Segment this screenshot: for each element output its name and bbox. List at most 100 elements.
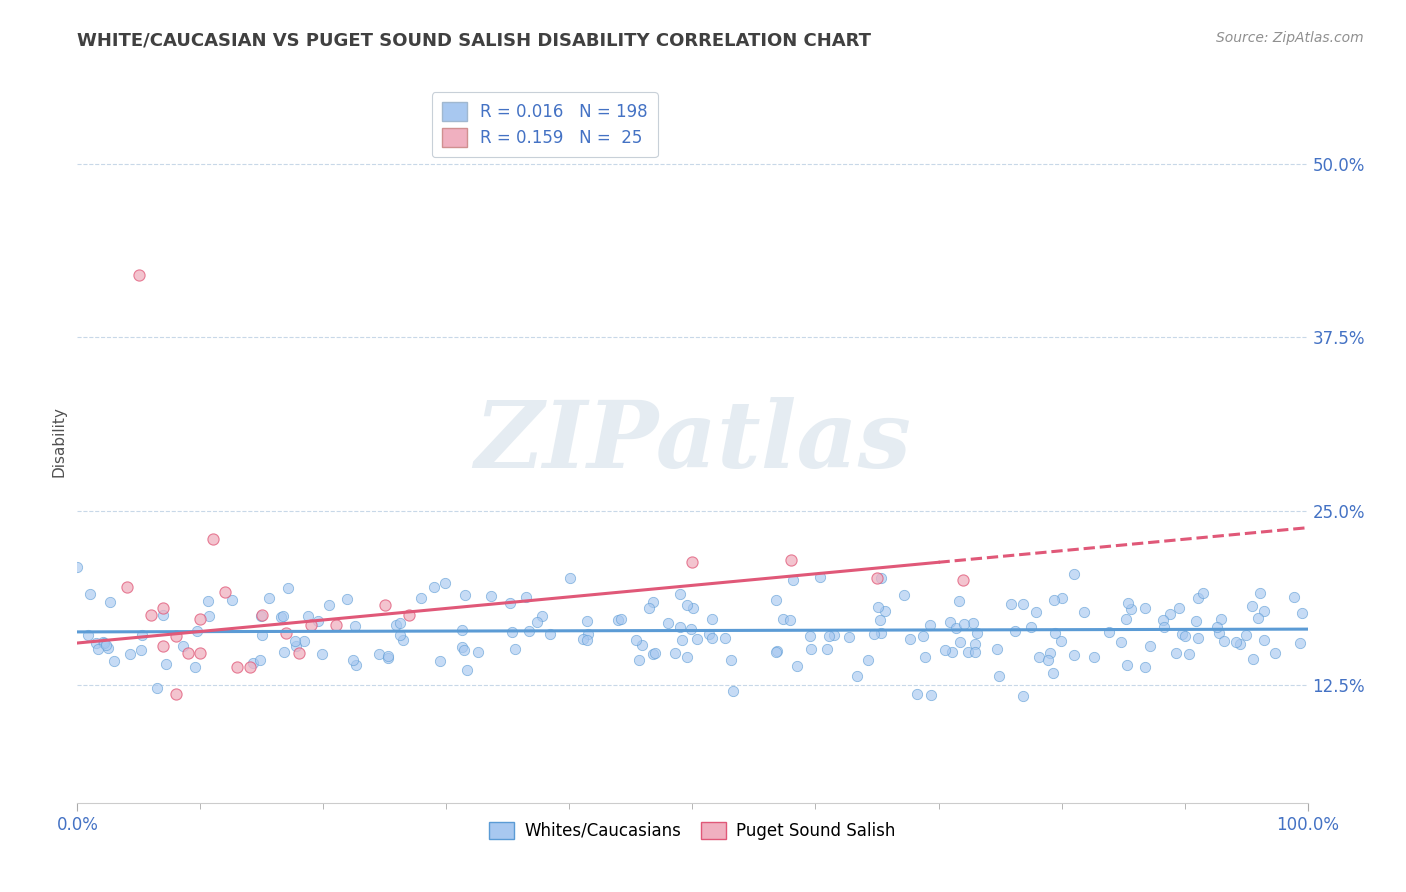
Point bbox=[538, 627, 561, 641]
Point bbox=[128, 268, 150, 282]
Point bbox=[530, 608, 553, 623]
Point bbox=[1291, 606, 1313, 620]
Point bbox=[786, 658, 808, 673]
Point bbox=[862, 627, 884, 641]
Point bbox=[869, 613, 891, 627]
Point bbox=[184, 660, 207, 674]
Point bbox=[1098, 625, 1121, 640]
Point bbox=[1050, 591, 1073, 605]
Point bbox=[1025, 605, 1047, 619]
Point bbox=[866, 599, 889, 614]
Y-axis label: Disability: Disability bbox=[51, 406, 66, 477]
Point bbox=[1116, 657, 1139, 672]
Point bbox=[675, 598, 697, 612]
Point bbox=[1012, 689, 1035, 703]
Point bbox=[270, 610, 292, 624]
Point bbox=[912, 629, 935, 643]
Point bbox=[1225, 634, 1247, 648]
Point bbox=[1111, 635, 1133, 649]
Point bbox=[610, 611, 633, 625]
Point bbox=[374, 599, 396, 613]
Point bbox=[638, 601, 661, 615]
Point bbox=[201, 532, 224, 546]
Point bbox=[131, 627, 153, 641]
Point bbox=[1115, 612, 1137, 626]
Point bbox=[515, 590, 537, 604]
Point bbox=[318, 598, 340, 612]
Point bbox=[765, 592, 787, 607]
Point bbox=[297, 609, 319, 624]
Point bbox=[808, 570, 831, 584]
Point bbox=[188, 646, 212, 660]
Point bbox=[641, 647, 664, 661]
Point bbox=[342, 653, 364, 667]
Point bbox=[1208, 626, 1230, 640]
Point bbox=[152, 639, 174, 653]
Point bbox=[679, 622, 702, 636]
Point bbox=[1133, 600, 1156, 615]
Legend: Whites/Caucasians, Puget Sound Salish: Whites/Caucasians, Puget Sound Salish bbox=[482, 815, 903, 847]
Point bbox=[870, 626, 893, 640]
Point bbox=[377, 648, 399, 663]
Point bbox=[285, 639, 308, 653]
Point bbox=[501, 624, 523, 639]
Point bbox=[155, 657, 177, 671]
Point bbox=[697, 627, 720, 641]
Point bbox=[152, 601, 174, 615]
Point bbox=[177, 646, 200, 660]
Point bbox=[456, 663, 478, 677]
Point bbox=[987, 669, 1010, 683]
Point bbox=[631, 638, 654, 652]
Point bbox=[838, 630, 860, 644]
Point bbox=[343, 619, 366, 633]
Point bbox=[1133, 660, 1156, 674]
Point bbox=[1043, 626, 1066, 640]
Point bbox=[1039, 646, 1062, 660]
Point bbox=[780, 552, 803, 566]
Point bbox=[226, 659, 249, 673]
Point bbox=[1187, 591, 1209, 606]
Point bbox=[918, 618, 941, 632]
Point bbox=[941, 645, 963, 659]
Point bbox=[307, 614, 329, 628]
Point bbox=[86, 642, 108, 657]
Point bbox=[1174, 629, 1197, 643]
Point bbox=[299, 618, 322, 632]
Point bbox=[1284, 590, 1306, 604]
Point bbox=[956, 645, 979, 659]
Point bbox=[1038, 653, 1060, 667]
Point bbox=[198, 608, 221, 623]
Point bbox=[664, 646, 686, 660]
Point bbox=[1234, 628, 1257, 642]
Point bbox=[1063, 648, 1085, 663]
Point bbox=[1206, 620, 1229, 634]
Point bbox=[1212, 634, 1234, 648]
Point bbox=[953, 617, 976, 632]
Point bbox=[560, 571, 582, 585]
Point bbox=[96, 638, 118, 652]
Point bbox=[1264, 646, 1286, 660]
Point bbox=[1139, 640, 1161, 654]
Point bbox=[152, 607, 174, 622]
Point bbox=[1019, 620, 1042, 634]
Point bbox=[93, 636, 115, 650]
Point bbox=[952, 574, 974, 588]
Point bbox=[682, 600, 704, 615]
Point bbox=[1118, 596, 1140, 610]
Point bbox=[384, 618, 406, 632]
Point bbox=[870, 571, 893, 585]
Point bbox=[129, 643, 152, 657]
Point bbox=[948, 594, 970, 608]
Point bbox=[188, 612, 212, 626]
Point bbox=[675, 649, 697, 664]
Point bbox=[1187, 631, 1209, 645]
Point bbox=[765, 645, 787, 659]
Point bbox=[644, 646, 666, 660]
Point bbox=[423, 581, 446, 595]
Point bbox=[519, 624, 541, 638]
Point bbox=[325, 618, 347, 632]
Point bbox=[1073, 605, 1095, 619]
Point bbox=[467, 645, 489, 659]
Point bbox=[398, 608, 420, 623]
Point bbox=[76, 627, 98, 641]
